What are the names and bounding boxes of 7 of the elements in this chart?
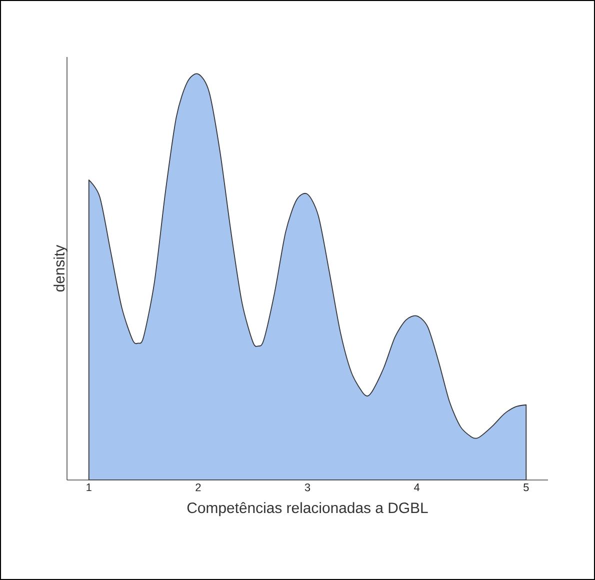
x-tick-label: 1 [86, 484, 92, 492]
x-tick-label: 4 [414, 484, 420, 492]
x-tick-label: 5 [524, 484, 529, 492]
y-axis-title: density [54, 244, 68, 292]
x-axis-title: Competências relacionadas a DGBL [187, 502, 428, 516]
x-tick-label: 2 [196, 484, 201, 492]
x-tick-label: 3 [304, 484, 310, 492]
